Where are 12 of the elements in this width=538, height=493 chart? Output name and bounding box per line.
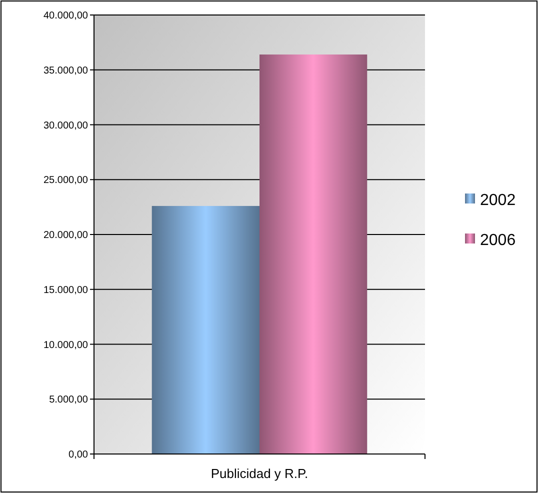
legend-label: 2006 (480, 232, 516, 250)
y-tick-label: 20.000,00 (44, 230, 88, 241)
y-tick-label: 35.000,00 (44, 65, 88, 76)
y-tick-label: 5.000,00 (49, 394, 88, 406)
legend-label: 2002 (480, 192, 516, 210)
y-tick-label: 40.000,00 (44, 10, 88, 22)
y-tick-label: 10.000,00 (44, 340, 88, 351)
y-tick-label: 0,00 (68, 450, 88, 460)
y-tick-label: 30.000,00 (44, 120, 88, 132)
y-tick-label: 15.000,00 (44, 284, 88, 296)
x-tick-label: Publicidad y R.P. (210, 466, 308, 481)
y-tick-label: 25.000,00 (44, 175, 88, 186)
